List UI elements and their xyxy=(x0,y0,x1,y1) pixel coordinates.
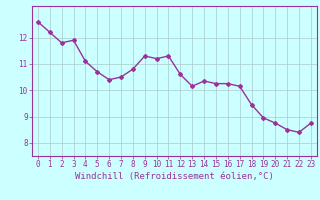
X-axis label: Windchill (Refroidissement éolien,°C): Windchill (Refroidissement éolien,°C) xyxy=(75,172,274,181)
